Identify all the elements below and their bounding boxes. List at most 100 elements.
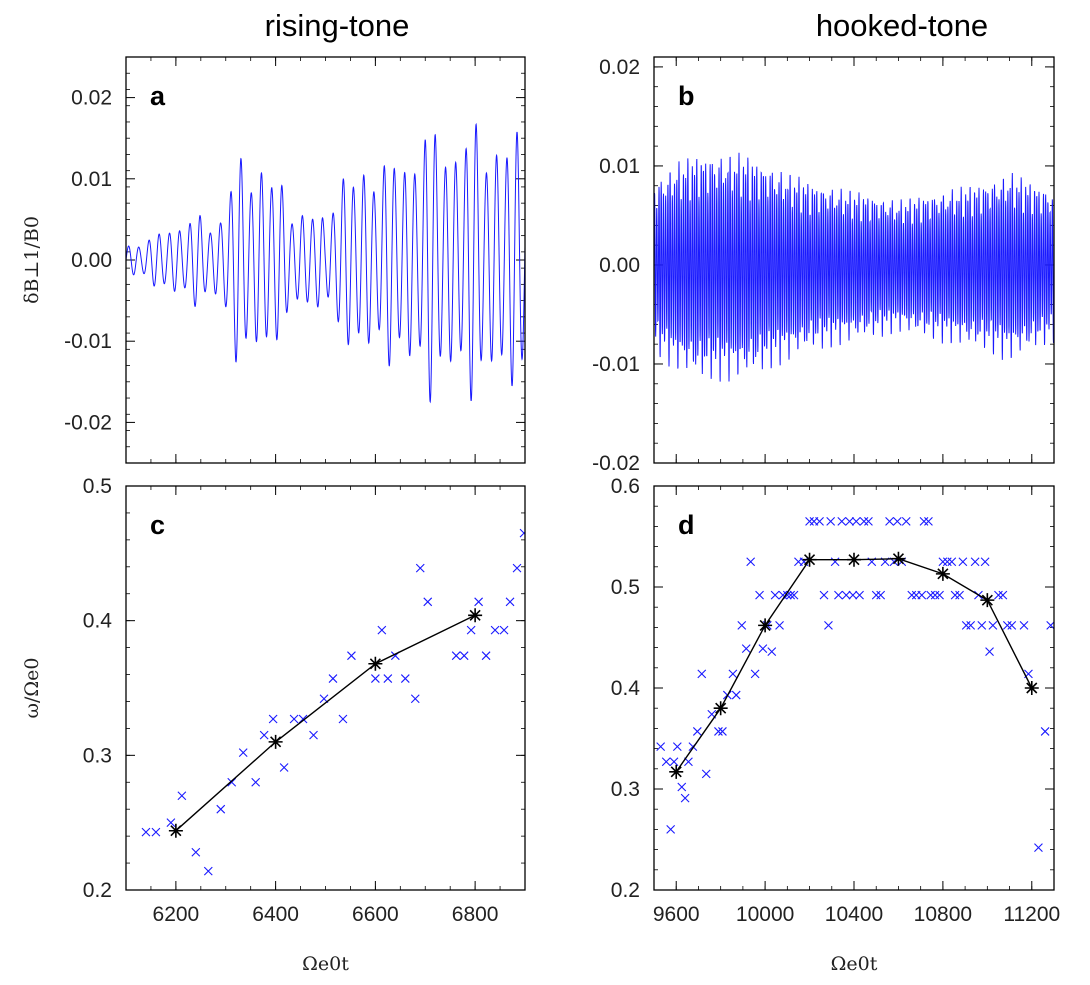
y-tick-label: 0.3 xyxy=(611,778,640,801)
scatter-point xyxy=(512,563,522,573)
x-axis-title: Ωe0t xyxy=(831,953,878,975)
scatter-point xyxy=(1046,620,1054,630)
scatter-point xyxy=(770,590,780,600)
plot-area xyxy=(654,152,1054,382)
axes-frame xyxy=(653,485,1055,891)
column-title-hooked-tone: hooked-tone xyxy=(815,8,989,43)
plot-area xyxy=(656,516,1054,852)
y-tick-label: 0.2 xyxy=(83,879,112,902)
scatter-point xyxy=(1019,620,1029,630)
axes-frame xyxy=(653,56,1055,464)
x-tick-label: 10000 xyxy=(736,903,794,926)
x-tick-label: 6600 xyxy=(352,903,399,926)
panel-letter: c xyxy=(150,510,165,540)
y-axis-title: δB⊥1/B0 xyxy=(21,216,43,304)
scatter-point xyxy=(746,557,756,567)
x-tick-label: 10400 xyxy=(825,903,883,926)
scatter-point xyxy=(750,669,760,679)
scatter-point xyxy=(177,791,187,801)
scatter-point xyxy=(410,694,420,704)
scatter-point xyxy=(718,727,727,736)
y-tick-label: 0.6 xyxy=(611,475,640,498)
y-tick-label: 0.01 xyxy=(71,168,112,191)
mean-point-asterisk xyxy=(891,551,906,566)
scatter-point xyxy=(755,590,764,600)
y-tick-label: 0.4 xyxy=(83,610,113,633)
scatter-point xyxy=(961,620,971,630)
scatter-point xyxy=(519,528,525,538)
panel-d: 0.2 0.3 0.4 0.5 0.6 9600 10000 10400 10800 11200 d… xyxy=(611,475,1060,975)
scatter-point xyxy=(459,651,469,661)
scatter-point xyxy=(238,748,248,758)
scatter-point xyxy=(505,597,515,607)
scatter-point xyxy=(400,674,410,683)
scatter-point xyxy=(251,777,261,787)
scatter-point xyxy=(767,647,777,657)
scatter-point xyxy=(758,644,768,653)
scatter-point xyxy=(656,742,666,751)
scatter-point xyxy=(947,557,957,567)
mean-point-asterisk xyxy=(713,701,728,716)
scatter-point xyxy=(998,590,1008,600)
scatter-point xyxy=(383,674,393,683)
scatter-point xyxy=(714,727,723,736)
scatter-point xyxy=(988,620,998,630)
scatter-point xyxy=(701,769,711,779)
y-tick-label: 0.4 xyxy=(611,677,641,700)
y-tick-label: 0.02 xyxy=(71,87,112,110)
scatter-point xyxy=(737,620,747,630)
scatter-point xyxy=(666,825,676,834)
axes-frame xyxy=(125,485,526,891)
scatter-point xyxy=(227,777,237,787)
scatter-point xyxy=(370,674,380,683)
scatter-point xyxy=(216,804,226,814)
plot-area xyxy=(141,528,525,876)
scatter-point xyxy=(924,516,933,526)
scatter-point xyxy=(826,516,836,526)
mean-point-asterisk xyxy=(468,608,483,623)
scatter-point xyxy=(919,516,929,526)
y-tick-label: 0.02 xyxy=(599,56,640,79)
scatter-point xyxy=(166,818,176,828)
axes-frame xyxy=(125,56,526,464)
mean-frequency-line xyxy=(175,614,476,832)
scatter-point xyxy=(845,516,854,526)
mean-point-asterisk xyxy=(1024,681,1039,695)
column-title-rising-tone: rising-tone xyxy=(264,8,410,43)
scatter-point xyxy=(203,866,213,876)
scatter-point xyxy=(935,590,944,600)
scatter-point xyxy=(338,714,348,724)
scatter-point xyxy=(958,557,968,567)
scatter-point xyxy=(938,557,948,567)
scatter-point xyxy=(661,757,671,767)
scatter-point xyxy=(289,714,299,724)
panel-letter: a xyxy=(150,81,166,111)
mean-point-asterisk xyxy=(268,734,283,749)
scatter-point xyxy=(892,516,902,526)
scatter-point xyxy=(191,847,201,857)
scatter-point xyxy=(490,625,500,635)
scatter-point xyxy=(697,669,707,679)
y-tick-label: 0.2 xyxy=(611,879,640,902)
scatter-point xyxy=(848,590,858,600)
scatter-point xyxy=(926,590,936,600)
scatter-point xyxy=(669,757,679,767)
scatter-point xyxy=(1040,727,1050,736)
scatter-point xyxy=(268,714,278,724)
x-tick-label: 11200 xyxy=(1003,903,1060,926)
scatter-point xyxy=(466,625,476,635)
scatter-point xyxy=(855,590,864,600)
scatter-point xyxy=(970,557,980,567)
scatter-point xyxy=(1002,620,1012,630)
x-tick-label: 6400 xyxy=(252,903,299,926)
panel-c: 0.2 0.3 0.4 0.5 6200 6400 6600 6800 c ω/Ωe0 Ωe0t xyxy=(21,475,526,975)
scatter-point xyxy=(980,557,990,567)
y-tick-label: 0.00 xyxy=(599,254,640,277)
scatter-point xyxy=(841,590,851,600)
y-tick-label: 0.5 xyxy=(83,475,112,498)
y-tick-label: -0.01 xyxy=(592,353,640,376)
scatter-point xyxy=(830,557,840,567)
scatter-point xyxy=(977,620,987,630)
scatter-point xyxy=(789,590,799,600)
